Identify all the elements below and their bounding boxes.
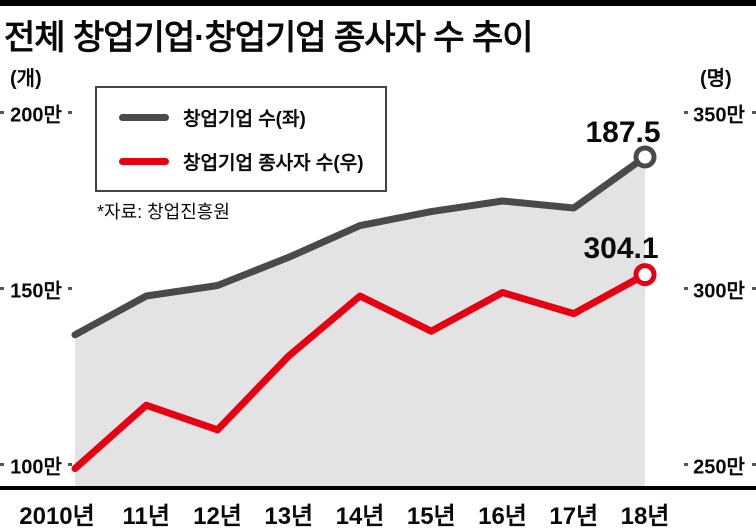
x-tick-label: 11년 (122, 503, 170, 530)
right-axis-unit: (명) (700, 68, 732, 90)
x-tick-label: 18년 (620, 503, 670, 530)
series2-line (71, 271, 649, 472)
series1-line (71, 153, 649, 339)
legend-item-startup-count: 창업기업 수(좌) (119, 104, 385, 131)
source-note: *자료: 창업진흥원 (97, 202, 230, 222)
series2-end-value: 304.1 (583, 232, 659, 265)
x-tick-label: 13년 (264, 503, 314, 530)
x-tick-label: 12년 (193, 503, 242, 530)
series2-line-swatch (119, 157, 169, 165)
series1-area-fill (75, 157, 645, 487)
series1-end-value: 187.5 (585, 116, 661, 149)
x-tick-label: 2010년 (19, 503, 95, 530)
series2-end-marker (633, 263, 657, 287)
legend-label-series2: 창업기업 종사자 수(우) (183, 152, 364, 174)
left-axis-unit: (개) (10, 68, 42, 90)
x-tick-label: 15년 (406, 503, 456, 530)
top-rule (0, 0, 756, 6)
x-tick-label: 17년 (549, 503, 599, 530)
x-axis-line (0, 486, 756, 490)
x-tick-label: 14년 (335, 503, 385, 530)
chart-title: 전체 창업기업·창업기업 종사자 수 추이 (4, 19, 534, 57)
legend: 창업기업 수(좌) 창업기업 종사자 수(우) (95, 86, 387, 192)
series1-line-swatch (119, 113, 169, 121)
series1-end-marker (633, 145, 657, 169)
legend-label-series1: 창업기업 수(좌) (183, 108, 306, 130)
legend-item-employee-count: 창업기업 종사자 수(우) (119, 148, 385, 175)
x-axis-labels: 2010년 11년 12년 13년 14년 15년 16년 17년 18년 (0, 494, 756, 530)
x-tick-label: 16년 (478, 503, 527, 530)
